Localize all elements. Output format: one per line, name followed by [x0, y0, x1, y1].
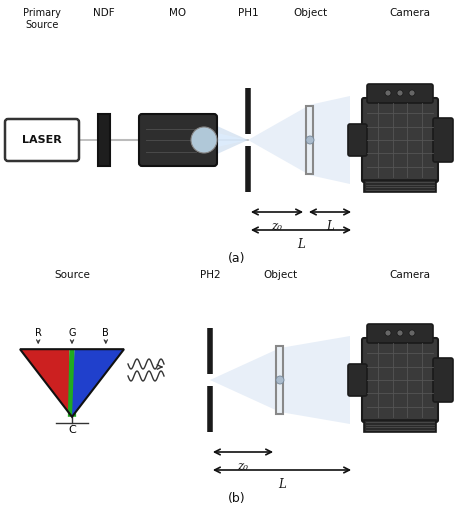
FancyBboxPatch shape	[367, 324, 433, 343]
Circle shape	[276, 376, 284, 384]
Circle shape	[409, 330, 415, 336]
Polygon shape	[204, 120, 248, 160]
Text: Camera: Camera	[390, 270, 430, 280]
FancyBboxPatch shape	[362, 338, 438, 422]
Circle shape	[409, 90, 415, 96]
Text: z₀: z₀	[272, 220, 283, 233]
Text: MO: MO	[169, 8, 187, 18]
Circle shape	[385, 90, 391, 96]
Circle shape	[306, 136, 314, 144]
Polygon shape	[68, 349, 76, 417]
Text: Primary
Source: Primary Source	[23, 8, 61, 30]
Polygon shape	[248, 96, 350, 184]
Text: z₀: z₀	[237, 460, 248, 473]
Bar	[276, 346, 283, 414]
Text: NDF: NDF	[93, 8, 115, 18]
Text: L: L	[297, 238, 305, 251]
Polygon shape	[210, 352, 350, 408]
Text: L: L	[326, 220, 334, 233]
Text: Camera: Camera	[390, 8, 430, 18]
FancyBboxPatch shape	[139, 114, 217, 166]
Bar	[307, 106, 313, 174]
Polygon shape	[210, 336, 350, 424]
Text: LASER: LASER	[22, 135, 62, 145]
Polygon shape	[72, 349, 124, 417]
Polygon shape	[204, 130, 248, 150]
Text: C: C	[68, 425, 76, 435]
Circle shape	[397, 90, 403, 96]
FancyBboxPatch shape	[362, 98, 438, 182]
Text: G: G	[68, 328, 76, 338]
Circle shape	[397, 330, 403, 336]
Text: Object: Object	[263, 270, 297, 280]
FancyBboxPatch shape	[348, 124, 367, 156]
Bar	[364, 180, 436, 192]
Text: Object: Object	[293, 8, 327, 18]
Text: PH2: PH2	[200, 270, 220, 280]
Text: Source: Source	[54, 270, 90, 280]
FancyBboxPatch shape	[433, 358, 453, 402]
FancyBboxPatch shape	[348, 364, 367, 396]
Bar	[364, 420, 436, 432]
Text: (a): (a)	[228, 252, 246, 265]
Text: B: B	[102, 328, 109, 338]
Polygon shape	[20, 349, 72, 417]
FancyBboxPatch shape	[5, 119, 79, 161]
FancyBboxPatch shape	[367, 84, 433, 103]
FancyBboxPatch shape	[433, 118, 453, 162]
Circle shape	[191, 127, 217, 153]
Bar	[98, 114, 110, 166]
Text: PH1: PH1	[237, 8, 258, 18]
Text: (b): (b)	[228, 492, 246, 505]
Polygon shape	[248, 112, 350, 168]
Text: L: L	[278, 478, 286, 491]
Circle shape	[385, 330, 391, 336]
Text: R: R	[35, 328, 42, 338]
